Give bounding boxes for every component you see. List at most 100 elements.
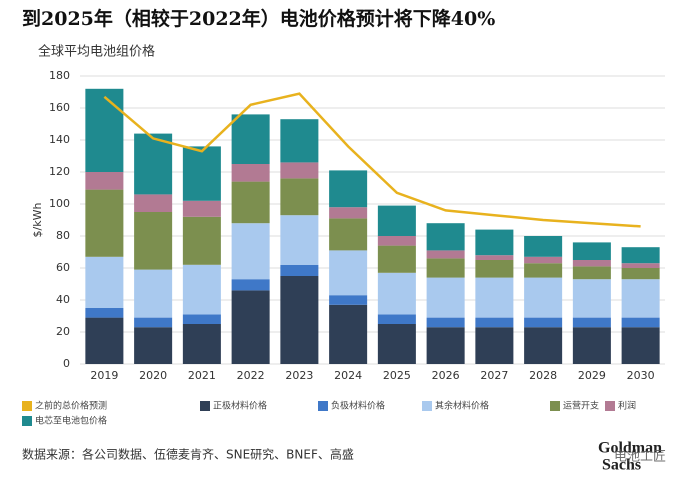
bar-segment (621, 327, 660, 364)
bar-segment (475, 229, 514, 256)
chart-title: 到2025年（相较于2022年）电池价格预计将下降40% (22, 7, 495, 30)
legend-label: 之前的总价格预测 (35, 400, 107, 412)
x-tick-label: 2028 (529, 369, 557, 382)
logo: Sachs (602, 457, 641, 474)
bar-segment (134, 317, 173, 328)
bar-segment (572, 242, 611, 260)
bar-segment (329, 250, 368, 296)
bar-segment (280, 276, 319, 364)
bar-segment (134, 194, 173, 212)
legend-label: 正极材料价格 (213, 400, 267, 412)
bar-segment (231, 223, 270, 280)
bar-segment (621, 317, 660, 328)
x-tick-label: 2025 (383, 369, 411, 382)
bar-segment (85, 88, 124, 172)
bar-segment (524, 256, 563, 264)
bar-segment (621, 279, 660, 318)
x-tick-label: 2022 (237, 369, 265, 382)
bar-segment (329, 304, 368, 364)
legend-swatch (318, 401, 328, 411)
x-tick-label: 2021 (188, 369, 216, 382)
legend-swatch (422, 401, 432, 411)
legend-label: 其余材料价格 (435, 400, 489, 412)
bar-segment (524, 327, 563, 364)
y-axis-label: $/kWh (31, 203, 44, 238)
bar-segment (280, 119, 319, 163)
bar-segment (572, 317, 611, 328)
bar-segment (134, 269, 173, 318)
line-series (103, 92, 641, 228)
bar-segment (475, 260, 514, 278)
bar-segment (377, 272, 416, 315)
watermark: 电池工匠 (614, 450, 666, 465)
bar-segment (572, 327, 611, 364)
bar-segment (134, 327, 173, 364)
bar-segment (329, 170, 368, 208)
bar-segment (377, 236, 416, 246)
bar-segment (182, 200, 221, 217)
x-tick-label: 2029 (578, 369, 606, 382)
bar-segment (572, 266, 611, 280)
bar-segment (85, 308, 124, 318)
bar-segment (231, 164, 270, 182)
legend-swatch (200, 401, 210, 411)
bar-segment (572, 260, 611, 267)
legend-label: 负极材料价格 (331, 400, 385, 412)
x-tick-label: 2027 (480, 369, 508, 382)
bar-segment (134, 212, 173, 270)
bar-segment (475, 277, 514, 318)
legend-swatch (550, 401, 560, 411)
bar-segment (329, 207, 368, 219)
bar-segment (524, 263, 563, 278)
x-tick-label: 2023 (285, 369, 313, 382)
bar-segment (475, 255, 514, 260)
bar-segment (182, 314, 221, 324)
bar-segment (85, 317, 124, 364)
x-tick-label: 2019 (90, 369, 118, 382)
x-tick-label: 2020 (139, 369, 167, 382)
bar-segment (182, 216, 221, 265)
bar-segment (426, 223, 465, 251)
bar-segment (426, 250, 465, 259)
bar-segment (377, 205, 416, 236)
bar-segment (231, 290, 270, 364)
bar-segment (329, 295, 368, 305)
legend-swatch (22, 401, 32, 411)
bar-segment (524, 317, 563, 328)
bar-segment (524, 236, 563, 257)
bar-segment (475, 317, 514, 328)
bar-segment (621, 247, 660, 264)
legend-label: 电芯至电池包价格 (35, 415, 107, 427)
bar-segment (182, 324, 221, 364)
bar-segment (85, 189, 124, 257)
legend-label: 运营开支 (563, 400, 599, 412)
bar-segment (280, 178, 319, 216)
legend-swatch (605, 401, 615, 411)
logo: Goldman (598, 440, 662, 457)
x-tick-label: 2030 (627, 369, 655, 382)
bar-segment (182, 264, 221, 315)
bar-segment (231, 181, 270, 224)
y-tick-label: 120 (49, 165, 70, 178)
bar-segment (231, 279, 270, 291)
legend-swatch (22, 416, 32, 426)
y-tick-label: 140 (49, 133, 70, 146)
legend-label: 利润 (618, 400, 636, 412)
bar-segment (280, 162, 319, 179)
y-tick-label: 0 (63, 357, 70, 370)
bar-segment (524, 277, 563, 318)
bar-segment (621, 263, 660, 268)
bar-segment (426, 277, 465, 318)
bar-segment (621, 268, 660, 280)
y-tick-label: 180 (49, 69, 70, 82)
bar-segment (377, 324, 416, 364)
bar-segment (329, 218, 368, 251)
bar-segment (182, 146, 221, 201)
y-tick-label: 60 (56, 261, 70, 274)
bar-segment (426, 258, 465, 278)
bar-segment (426, 317, 465, 328)
chart-subtitle: 全球平均电池组价格 (38, 44, 155, 60)
bar-segment (377, 245, 416, 273)
y-tick-label: 40 (56, 293, 70, 306)
